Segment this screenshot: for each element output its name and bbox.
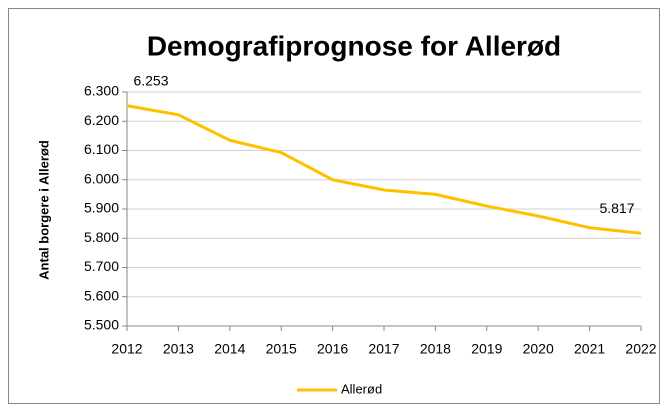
y-tick-label: 5.700 bbox=[84, 258, 119, 274]
chart-title: Demografiprognose for Allerød bbox=[147, 30, 561, 61]
x-tick-label: 2022 bbox=[625, 341, 656, 357]
y-tick-label: 6.000 bbox=[84, 170, 119, 186]
x-tick-label: 2012 bbox=[111, 341, 142, 357]
y-tick-label: 5.900 bbox=[84, 200, 119, 216]
x-tick-label: 2021 bbox=[574, 341, 605, 357]
x-tick-label: 2015 bbox=[266, 341, 297, 357]
x-tick-label: 2016 bbox=[317, 341, 348, 357]
chart-border bbox=[8, 8, 660, 404]
data-label: 5.817 bbox=[599, 200, 634, 216]
y-tick-label: 5.600 bbox=[84, 287, 119, 303]
legend-label: Allerød bbox=[341, 381, 382, 396]
data-line bbox=[126, 104, 642, 235]
x-tick-label: 2018 bbox=[420, 341, 451, 357]
x-tick-label: 2020 bbox=[523, 341, 554, 357]
y-tick-label: 6.100 bbox=[84, 141, 119, 157]
y-tick-label: 6.300 bbox=[84, 83, 119, 99]
x-tick-label: 2017 bbox=[368, 341, 399, 357]
y-tick-label: 6.200 bbox=[84, 112, 119, 128]
y-tick-label: 5.800 bbox=[84, 229, 119, 245]
x-tick-label: 2013 bbox=[163, 341, 194, 357]
y-axis-label: Antal borgere i Allerød bbox=[36, 140, 51, 280]
x-tick-label: 2014 bbox=[214, 341, 245, 357]
data-label: 6.253 bbox=[133, 72, 168, 88]
y-tick-label: 5.500 bbox=[84, 317, 119, 333]
x-tick-label: 2019 bbox=[471, 341, 502, 357]
